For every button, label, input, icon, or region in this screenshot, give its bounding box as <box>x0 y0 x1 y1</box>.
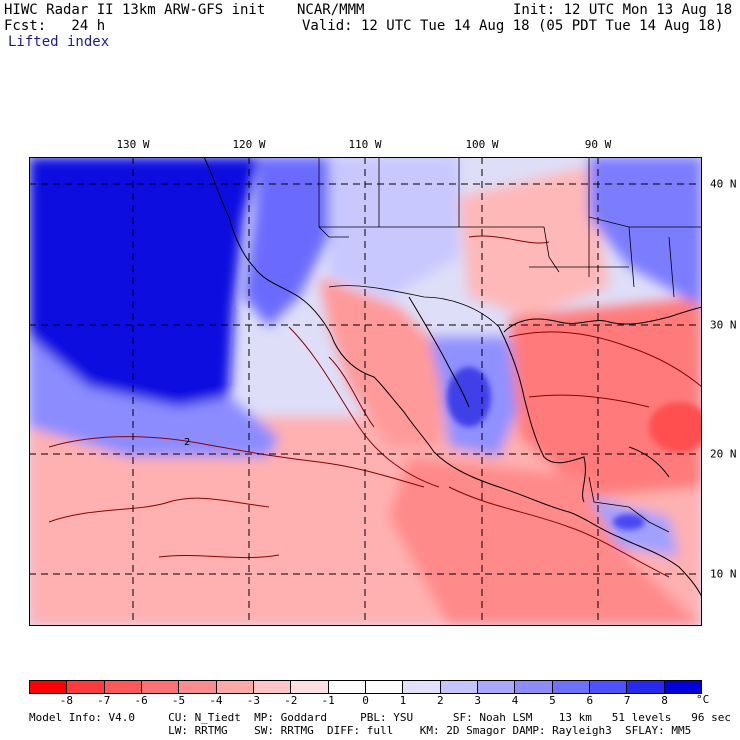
forecast-hour: Fcst: 24 h <box>4 18 106 34</box>
lon-label: 120 W <box>232 138 266 151</box>
colorbar-tick-label: 8 <box>661 694 668 707</box>
lifted-index-map: 2 <box>29 157 702 626</box>
lat-label: 40 N <box>710 177 737 191</box>
colorbar-swatch <box>627 681 665 693</box>
colorbar-swatch <box>30 681 68 693</box>
colorbar-swatch <box>403 681 441 693</box>
model-info-line2: LW: RRTMG SW: RRTMG DIFF: full KM: 2D Sm… <box>29 724 692 737</box>
colorbar-tick-label: 6 <box>586 694 594 707</box>
colorbar-tick-label: 1 <box>399 694 407 707</box>
model-info-line1: Model Info: V4.0 CU: N_Tiedt MP: Goddard… <box>29 711 731 724</box>
colorbar-tick-label: -3 <box>246 694 260 707</box>
lon-label: 100 W <box>465 138 499 151</box>
map-frame <box>29 157 702 626</box>
model-title: HIWC Radar II 13km ARW-GFS init <box>4 2 266 18</box>
graticule <box>29 157 702 626</box>
lon-label: 90 W <box>584 138 612 151</box>
colorbar-swatch <box>104 681 142 693</box>
colorbar-swatch <box>552 681 590 693</box>
colorbar-tick-label: -4 <box>209 694 223 707</box>
colorbar-tick-label: -6 <box>134 694 148 707</box>
colorbar-swatch <box>477 681 516 693</box>
stable-pacific-region <box>29 157 259 407</box>
colorbar-swatch <box>291 681 329 693</box>
colorbar-swatch <box>179 681 217 693</box>
lifted-index-contours <box>48 235 702 578</box>
contour-label: 2 <box>184 437 190 448</box>
mexico-coast-instability <box>319 277 449 447</box>
colorbar-swatch <box>440 681 478 693</box>
field-name: Lifted index <box>8 34 110 50</box>
lat-label: 30 N <box>710 318 737 332</box>
colorbar-ticks: -8 -7 -6 -5 -4 -3 -2 -1 0 1 2 3 4 5 6 7 8 <box>29 694 702 708</box>
colorbar-tick-label: -2 <box>284 694 298 707</box>
colorbar <box>29 680 702 694</box>
colorbar-swatch <box>141 681 180 693</box>
lon-label: 130 W <box>116 138 150 151</box>
colorbar-tick-label: -5 <box>171 694 186 707</box>
colorbar-tick-label: 0 <box>362 694 369 707</box>
colorbar-swatch <box>589 681 628 693</box>
colorbar-swatch <box>365 681 404 693</box>
lat-label: 20 N <box>710 447 737 461</box>
colorbar-swatch <box>664 681 701 693</box>
colorbar-swatch <box>216 681 254 693</box>
colorbar-swatch <box>253 681 292 693</box>
gulf-of-mexico-instability <box>509 297 702 497</box>
coastlines <box>203 157 702 598</box>
colorbar-swatch <box>328 681 366 693</box>
colorbar-unit: °C <box>696 693 710 706</box>
political-borders <box>318 157 702 533</box>
colorbar-tick-label: -7 <box>97 694 111 707</box>
colorbar-tick-label: -8 <box>59 694 73 707</box>
colorbar-swatch <box>515 681 553 693</box>
colorbar-tick-label: 3 <box>474 694 481 707</box>
colorbar-swatch <box>67 681 105 693</box>
init-time: Init: 12 UTC Mon 13 Aug 18 <box>513 2 733 18</box>
colorbar-tick-label: -1 <box>321 694 335 707</box>
lon-label: 110 W <box>348 138 382 151</box>
colorbar-tick-label: 5 <box>549 694 556 707</box>
org-label: NCAR/MMM <box>297 2 365 18</box>
valid-time: Valid: 12 UTC Tue 14 Aug 18 (05 PDT Tue … <box>302 18 724 34</box>
colorbar-tick-label: 2 <box>436 694 444 707</box>
colorbar-tick-label: 7 <box>623 694 631 707</box>
colorbar-tick-label: 4 <box>511 694 519 707</box>
lat-label: 10 N <box>710 567 737 581</box>
